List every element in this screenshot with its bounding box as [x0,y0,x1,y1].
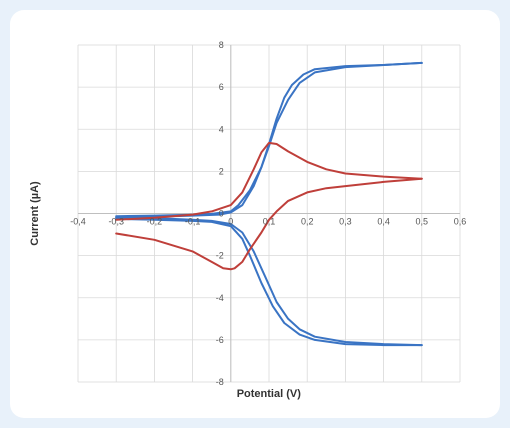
y-tick-label: 2 [219,166,224,176]
x-tick-label: 0,2 [301,217,314,227]
x-tick-label: 0 [228,217,233,227]
y-tick-label: 6 [219,82,224,92]
chart-card: -0,4 -0,3 -0,2 -0,1 0 0,1 0,2 0,3 0,4 0,5 0,6 -8 -6 -… [10,10,500,418]
y-tick-label: 0 [219,209,224,219]
x-tick-label: -0,1 [185,217,201,227]
series-line [115,61,423,218]
cyclic-voltammetry-chart: -0,4 -0,3 -0,2 -0,1 0 0,1 0,2 0,3 0,4 0,5 0,6 -8 -6 -… [29,40,467,400]
x-tick-label: 0,1 [263,217,276,227]
y-tick-label: 8 [219,40,224,50]
y-tick-label: -8 [216,377,224,387]
x-tick-label: 0,6 [454,217,467,227]
y-tick-label: 4 [219,124,224,134]
series-line [115,217,423,347]
x-axis-title: Potential (V) [237,388,302,400]
x-tick-label: -0,4 [70,217,86,227]
y-tick-label: -6 [216,335,224,345]
y-tick-label: -2 [216,251,224,261]
x-tick-label: 0,5 [416,217,429,227]
series-line [115,177,423,271]
series-line [115,141,423,221]
x-tick-label: 0,3 [339,217,352,227]
x-tick-label: -0,3 [108,217,124,227]
y-axis-title: Current (µA) [29,181,41,246]
x-tick-label: 0,4 [377,217,390,227]
series-line [115,216,423,347]
x-tick-label: -0,2 [147,217,163,227]
y-tick-label: -4 [216,293,224,303]
